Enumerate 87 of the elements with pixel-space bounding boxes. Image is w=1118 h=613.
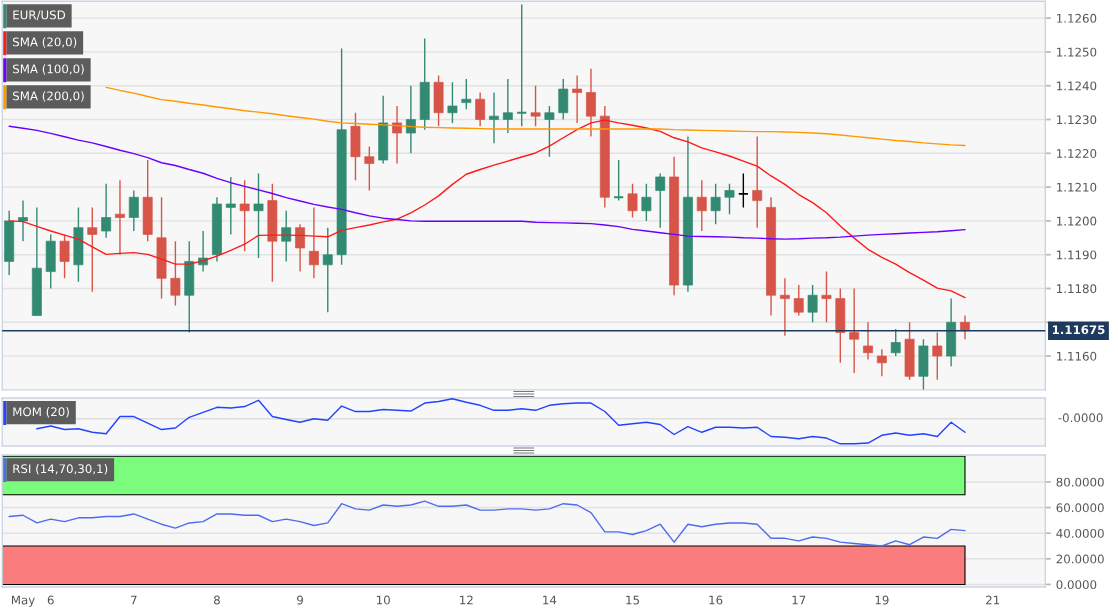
- candlestick: [364, 145, 375, 192]
- candlestick: [115, 179, 125, 256]
- candlestick: [59, 233, 70, 280]
- x-tick-label: 12: [460, 595, 473, 605]
- candlestick: [876, 348, 887, 378]
- y-tick-label: 60.0000: [1056, 503, 1104, 513]
- candlestick: [239, 179, 250, 253]
- candlestick: [295, 223, 305, 273]
- legend-label: SMA (200,0): [13, 91, 84, 102]
- x-tick-label: May: [11, 595, 35, 607]
- candlestick: [101, 183, 112, 239]
- candlestick: [516, 3, 528, 127]
- candlestick: [793, 284, 804, 317]
- y-tick-label: 1.1200: [1057, 216, 1097, 226]
- legend-label: SMA (20,0): [13, 37, 77, 48]
- candlestick: [710, 183, 721, 225]
- candlestick: [752, 135, 763, 229]
- line-series: [105, 86, 966, 147]
- line-series: [8, 119, 966, 299]
- candlestick: [558, 78, 569, 121]
- candlestick: [613, 159, 625, 202]
- y-tick-label: 80.0000: [1056, 477, 1104, 487]
- x-tick-label: 10: [376, 595, 390, 605]
- y-tick-label: 0.0000: [1056, 580, 1097, 590]
- x-tick-label: 7: [131, 595, 137, 605]
- candlestick: [392, 105, 402, 165]
- candlestick: [807, 284, 818, 323]
- candlestick: [737, 172, 749, 209]
- candlestick: [405, 85, 416, 154]
- candlestick: [572, 74, 583, 124]
- x-tick-label: 14: [543, 595, 557, 605]
- y-tick-label: 1.1220: [1057, 149, 1097, 158]
- candlestick: [502, 78, 513, 134]
- candlestick: [696, 179, 707, 232]
- x-tick-label: 9: [297, 595, 303, 605]
- x-tick-label: 15: [626, 595, 640, 605]
- candlestick: [281, 210, 292, 263]
- candlestick: [87, 206, 98, 293]
- candlestick: [447, 81, 458, 124]
- x-tick-label: 17: [792, 595, 806, 605]
- ref-line-label: 1.11675: [1052, 325, 1105, 335]
- y-tick-label: 1.1230: [1057, 115, 1097, 125]
- y-tick-label: 1.1250: [1057, 47, 1097, 57]
- line-series: [8, 125, 966, 240]
- x-tick-label: 8: [213, 595, 220, 605]
- y-tick-label: 40.0000: [1056, 528, 1104, 538]
- y-tick-label: 1.1240: [1057, 81, 1097, 91]
- candlestick: [475, 91, 486, 127]
- candlestick: [627, 183, 638, 219]
- candlestick: [779, 277, 790, 337]
- legend-label: EUR/USD: [13, 10, 66, 21]
- y-tick-label: 1.1210: [1057, 182, 1097, 192]
- candlestick: [225, 176, 236, 236]
- candlestick: [932, 331, 943, 381]
- candlestick: [128, 189, 139, 232]
- candlestick: [724, 183, 735, 215]
- candlestick: [489, 91, 499, 144]
- x-tick-label: 16: [709, 595, 723, 605]
- ref-line-label: -0.0000: [1058, 413, 1103, 423]
- candlestick: [18, 199, 28, 242]
- y-tick-label: 1.1180: [1057, 284, 1097, 294]
- candlestick: [849, 287, 860, 374]
- x-tick-label: 19: [875, 595, 889, 605]
- legend-label: RSI (14,70,30,1): [13, 464, 108, 475]
- candlestick: [322, 226, 333, 313]
- candlestick: [863, 321, 873, 361]
- y-tick-label: 1.1190: [1057, 250, 1097, 260]
- candlestick: [530, 85, 541, 127]
- candlestick: [170, 240, 181, 307]
- y-tick-label: 1.1160: [1057, 351, 1097, 361]
- x-tick-label: 21: [986, 595, 1000, 605]
- x-tick-label: 6: [47, 595, 54, 605]
- candlestick: [890, 328, 901, 357]
- candlestick: [960, 314, 970, 340]
- legend-label: SMA (100,0): [13, 64, 84, 75]
- candlestick: [544, 105, 555, 158]
- candlestick: [253, 172, 264, 259]
- candlestick: [821, 270, 832, 323]
- candlestick: [586, 68, 596, 138]
- line-series: [8, 500, 966, 547]
- candlestick: [461, 78, 472, 111]
- candlestick: [641, 183, 652, 222]
- candlestick: [655, 172, 666, 229]
- legend-label: MOM (20): [13, 407, 69, 418]
- candlestick: [309, 206, 319, 280]
- y-tick-label: 20.0000: [1056, 554, 1104, 564]
- y-tick-label: 1.1260: [1057, 13, 1097, 23]
